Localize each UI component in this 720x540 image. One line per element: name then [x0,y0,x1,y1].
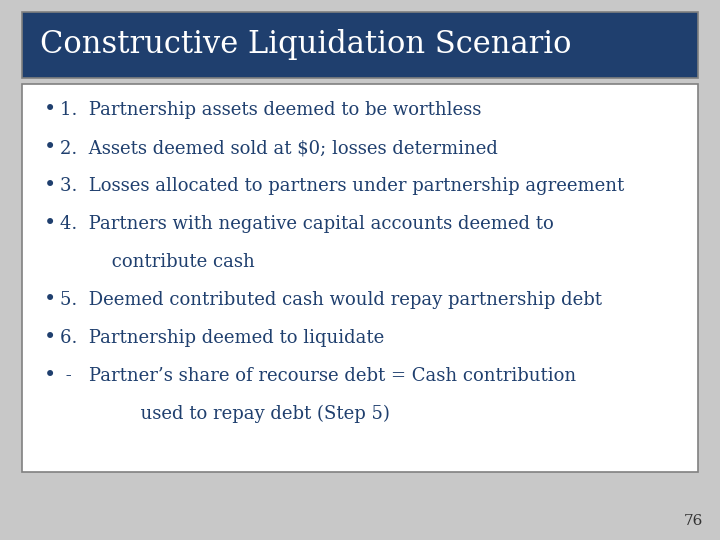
Text: contribute cash: contribute cash [60,253,255,271]
Text: 3.  Losses allocated to partners under partnership agreement: 3. Losses allocated to partners under pa… [60,177,624,195]
Text: used to repay debt (Step 5): used to repay debt (Step 5) [60,405,390,423]
Text: •: • [44,214,56,233]
Text: Constructive Liquidation Scenario: Constructive Liquidation Scenario [40,30,572,60]
Text: 76: 76 [683,514,703,528]
FancyBboxPatch shape [22,84,698,472]
Text: 1.  Partnership assets deemed to be worthless: 1. Partnership assets deemed to be worth… [60,101,482,119]
Text: 4.  Partners with negative capital accounts deemed to: 4. Partners with negative capital accoun… [60,215,554,233]
Text: •: • [44,100,56,119]
Text: 5.  Deemed contributed cash would repay partnership debt: 5. Deemed contributed cash would repay p… [60,291,602,309]
Text: •: • [44,291,56,309]
FancyBboxPatch shape [22,12,698,78]
Text: 2.  Assets deemed sold at $0; losses determined: 2. Assets deemed sold at $0; losses dete… [60,139,498,157]
Text: •: • [44,367,56,386]
Text: •: • [44,177,56,195]
Text: 6.  Partnership deemed to liquidate: 6. Partnership deemed to liquidate [60,329,384,347]
Text: •: • [44,328,56,348]
Text: •: • [44,138,56,158]
Text: -   Partner’s share of recourse debt = Cash contribution: - Partner’s share of recourse debt = Cas… [60,367,576,385]
